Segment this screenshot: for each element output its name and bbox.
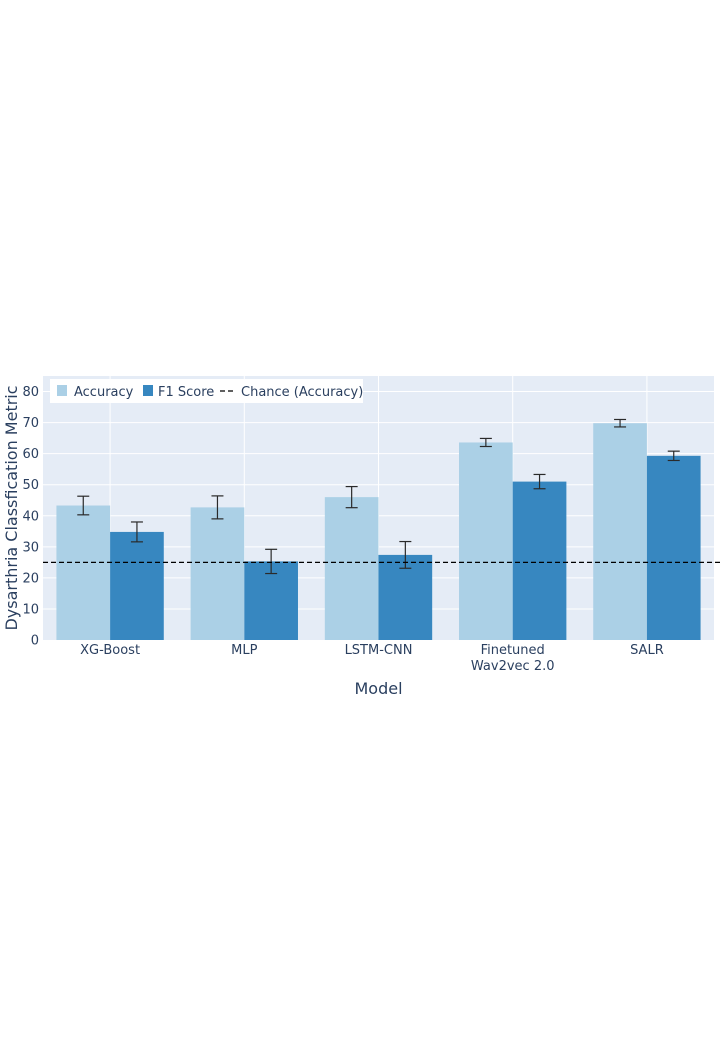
bar-accuracy-mlp bbox=[190, 507, 245, 640]
y-tick-label: 10 bbox=[22, 602, 39, 617]
bar-f1-score-finetuned-wav2vec-2-0 bbox=[512, 481, 567, 640]
bar-f1-score-mlp bbox=[244, 561, 298, 640]
y-tick-label: 80 bbox=[22, 385, 39, 400]
legend-swatch-f1-score bbox=[143, 385, 153, 396]
y-tick-label: 60 bbox=[22, 447, 39, 462]
legend-label-f1-score: F1 Score bbox=[158, 385, 214, 400]
bar-accuracy-lstm-cnn bbox=[324, 497, 379, 640]
legend-label-accuracy: Accuracy bbox=[74, 385, 134, 400]
bar-f1-score-lstm-cnn bbox=[378, 554, 433, 640]
x-tick-label: Finetuned bbox=[481, 643, 545, 658]
bar-accuracy-salr bbox=[593, 423, 647, 640]
y-tick-labels: 0 10 20 30 40 50 60 70 80 bbox=[22, 385, 39, 648]
legend: Accuracy F1 Score Chance (Accuracy) bbox=[50, 379, 363, 403]
x-axis-title: Model bbox=[354, 679, 402, 698]
y-tick-label: 20 bbox=[22, 571, 39, 586]
bar-f1-score-salr bbox=[646, 455, 701, 640]
x-tick-label: MLP bbox=[231, 643, 257, 658]
y-tick-label: 40 bbox=[22, 509, 39, 524]
y-tick-label: 0 bbox=[31, 634, 39, 649]
bars bbox=[56, 423, 701, 640]
x-tick-label: XG-Boost bbox=[80, 643, 140, 658]
y-tick-label: 50 bbox=[22, 478, 39, 493]
bar-accuracy-finetuned-wav2vec-2-0 bbox=[459, 442, 513, 640]
y-tick-label: 30 bbox=[22, 540, 39, 555]
legend-swatch-accuracy bbox=[57, 385, 67, 396]
legend-background bbox=[50, 379, 363, 403]
y-axis-title: Dysarthria Classfication Metric bbox=[2, 385, 21, 630]
legend-label-chance: Chance (Accuracy) bbox=[241, 385, 363, 400]
y-tick-label: 70 bbox=[22, 416, 39, 431]
x-tick-label: SALR bbox=[630, 643, 664, 658]
bar-accuracy-xg-boost bbox=[56, 505, 111, 640]
error-bars bbox=[77, 418, 680, 575]
x-tick-label: Wav2vec 2.0 bbox=[471, 659, 555, 674]
bar-f1-score-xg-boost bbox=[110, 531, 164, 640]
x-tick-label: LSTM-CNN bbox=[345, 643, 413, 658]
